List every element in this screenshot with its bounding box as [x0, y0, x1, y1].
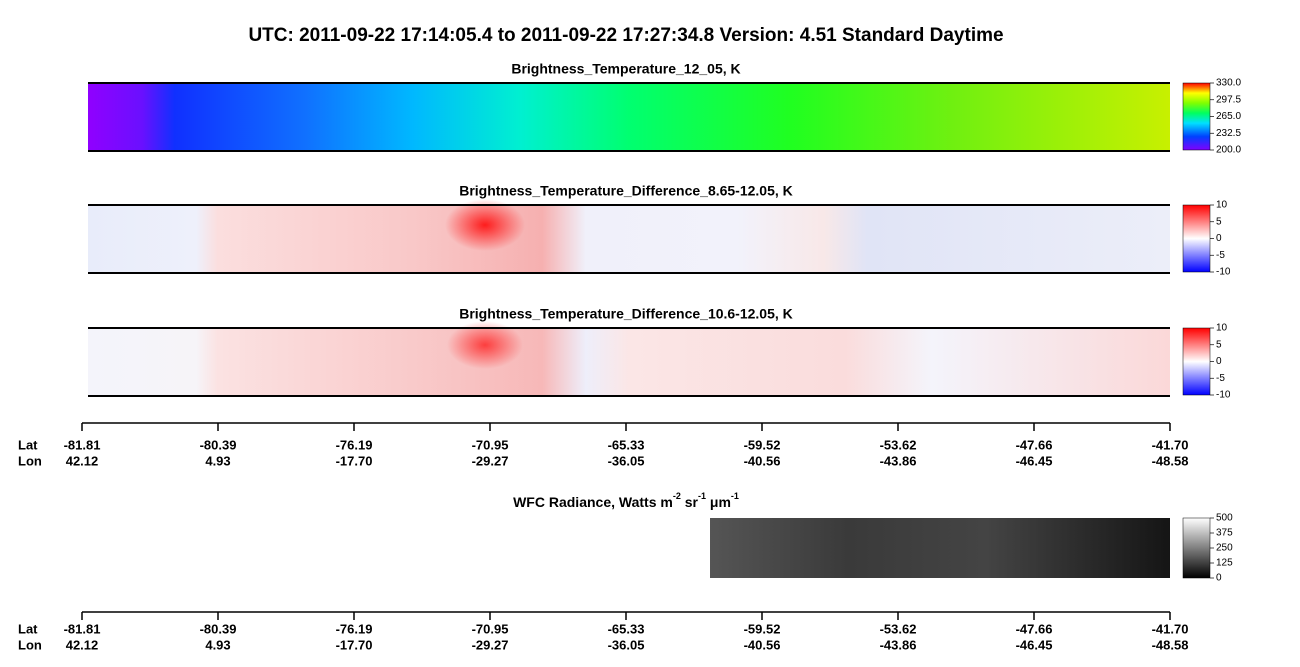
colorbar-label: -5	[1216, 373, 1225, 384]
colorbar-label: 0	[1216, 356, 1222, 367]
colorbar-label: 200.0	[1216, 145, 1241, 156]
colorbar-label: -10	[1216, 267, 1231, 278]
lon-tick-label: -17.70	[336, 453, 373, 468]
image-strip	[88, 83, 1170, 151]
title-part: sr	[681, 494, 699, 510]
image-strip	[88, 205, 1170, 273]
lon-tick-label: -46.45	[1016, 637, 1053, 652]
colorbar-label: 10	[1216, 200, 1228, 211]
lon-tick-label: -36.05	[608, 453, 645, 468]
colorbar-label: 232.5	[1216, 128, 1241, 139]
lat-tick-label: -76.19	[336, 437, 373, 452]
colorbar	[1182, 327, 1211, 396]
colorbar-label: 5	[1216, 339, 1222, 350]
lat-tick-label: -41.70	[1152, 621, 1189, 636]
panel-title: Brightness_Temperature_12_05, K	[511, 61, 740, 77]
lat-tick-label: -59.52	[744, 621, 781, 636]
lat-tick-label: -65.33	[608, 437, 645, 452]
colorbar-label: 375	[1216, 528, 1233, 539]
lat-tick-label: -81.81	[64, 621, 101, 636]
colorbar-label: 500	[1216, 513, 1233, 524]
colorbar-label: 125	[1216, 558, 1233, 569]
lat-tick-label: -70.95	[472, 437, 509, 452]
lon-tick-label: -46.45	[1016, 453, 1053, 468]
lon-tick-label: -48.58	[1152, 453, 1189, 468]
lon-tick-label: 42.12	[66, 637, 99, 652]
lon-tick-label: -43.86	[880, 453, 917, 468]
colorbar-label: 250	[1216, 543, 1233, 554]
axis-label: Lon	[18, 637, 42, 652]
lat-tick-label: -76.19	[336, 621, 373, 636]
image-strip	[710, 518, 1170, 578]
lat-tick-label: -80.39	[200, 621, 237, 636]
colorbar	[1182, 204, 1211, 273]
colorbar-label: 297.5	[1216, 94, 1241, 105]
lon-tick-label: 4.93	[205, 453, 230, 468]
strip-borders	[88, 82, 1170, 397]
colorbar-label: 265.0	[1216, 111, 1241, 122]
colorbar-label: -5	[1216, 250, 1225, 261]
colorbar	[1182, 517, 1211, 579]
colorbar	[1182, 82, 1211, 151]
colorbar-label: 330.0	[1216, 78, 1241, 89]
lat-tick-label: -65.33	[608, 621, 645, 636]
lon-tick-label: -29.27	[472, 637, 509, 652]
image-strip	[88, 328, 1170, 396]
lat-tick-label: -53.62	[880, 437, 917, 452]
colorbar-label: 0	[1216, 233, 1222, 244]
lon-tick-label: 4.93	[205, 637, 230, 652]
panel-title: WFC Radiance, Watts m-2 sr-1 μm-1	[513, 491, 739, 509]
lon-tick-label: -40.56	[744, 453, 781, 468]
panel-title: Brightness_Temperature_Difference_8.65-1…	[459, 183, 793, 199]
axis-label: Lat	[18, 621, 38, 636]
main-title: UTC: 2011-09-22 17:14:05.4 to 2011-09-22…	[248, 25, 1003, 46]
lon-tick-label: -43.86	[880, 637, 917, 652]
axis-label: Lon	[18, 453, 42, 468]
lat-tick-label: -41.70	[1152, 437, 1189, 452]
lon-tick-label: -29.27	[472, 453, 509, 468]
superscript: -2	[673, 491, 681, 501]
lon-tick-label: -48.58	[1152, 637, 1189, 652]
image-feature	[445, 199, 525, 251]
lat-tick-label: -53.62	[880, 621, 917, 636]
title-part: μm	[706, 494, 731, 510]
colorbar-label: 10	[1216, 323, 1228, 334]
lon-tick-label: 42.12	[66, 453, 99, 468]
lon-tick-label: -17.70	[336, 637, 373, 652]
lon-tick-label: -36.05	[608, 637, 645, 652]
lat-tick-label: -80.39	[200, 437, 237, 452]
lat-tick-label: -59.52	[744, 437, 781, 452]
image-feature	[447, 321, 523, 369]
title-part: WFC Radiance, Watts m	[513, 494, 673, 510]
lat-tick-label: -70.95	[472, 621, 509, 636]
superscript: -1	[731, 491, 739, 501]
lon-tick-label: -40.56	[744, 637, 781, 652]
colorbar-label: 0	[1216, 573, 1222, 584]
colorbar-label: 5	[1216, 216, 1222, 227]
colorbar-label: -10	[1216, 390, 1231, 401]
lat-tick-label: -47.66	[1016, 621, 1053, 636]
panel-title: Brightness_Temperature_Difference_10.6-1…	[459, 306, 793, 322]
lat-tick-label: -47.66	[1016, 437, 1053, 452]
lat-tick-label: -81.81	[64, 437, 101, 452]
axis-label: Lat	[18, 437, 38, 452]
superscript: -1	[698, 491, 706, 501]
